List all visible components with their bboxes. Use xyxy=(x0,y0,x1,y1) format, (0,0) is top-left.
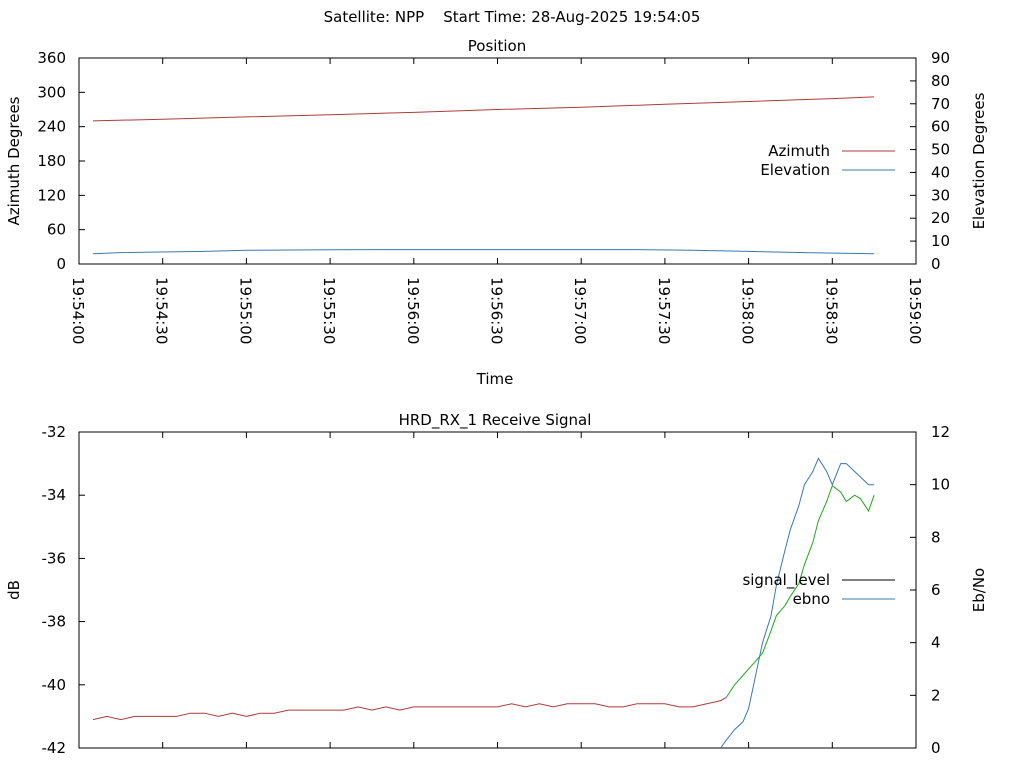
position-series xyxy=(92,96,875,255)
elevation-axis-tick-label: 80 xyxy=(931,72,950,90)
legend-label-ebno: ebno xyxy=(793,590,830,608)
elevation-axis-tick-label: 0 xyxy=(931,255,941,273)
position-legend: Azimuth Elevation xyxy=(760,142,895,179)
elevation-axis-tick-label: 30 xyxy=(931,186,950,204)
time-axis-tick-label: 19:58:30 xyxy=(822,277,840,344)
time-axis-tick-label: 19:54:00 xyxy=(69,277,87,344)
elevation-axis-tick-label: 10 xyxy=(931,232,950,250)
elevation-axis-tick-label: 20 xyxy=(931,209,950,227)
receive-signal-chart-title: HRD_RX_1 Receive Signal xyxy=(399,411,592,430)
receive-signal-y2-axis-label: Eb/No xyxy=(970,568,988,612)
ebno-axis-tick-label: 6 xyxy=(931,581,941,599)
receive-signal-series xyxy=(92,457,875,749)
position-time-axis: 19:54:00 19:54:30 19:55:00 19:55:30 19:56:00… xyxy=(69,58,924,344)
time-axis-tick-label: 19:58:00 xyxy=(739,277,757,344)
elevation-axis-tick-label: 60 xyxy=(931,118,950,136)
position-y-axis-label: Azimuth Degrees xyxy=(5,96,23,225)
azimuth-axis-tick-label: 60 xyxy=(47,221,66,239)
time-axis-tick-label: 19:59:00 xyxy=(906,277,924,344)
position-azimuth-axis: 0 60 120 180 240 300 360 xyxy=(37,49,85,273)
elevation-axis-tick-label: 40 xyxy=(931,163,950,181)
azimuth-axis-tick-label: 300 xyxy=(37,83,66,101)
ebno-axis-tick-label: 0 xyxy=(931,739,941,757)
legend-label-signal-level: signal_level xyxy=(742,571,830,590)
position-elevation-axis: 0 10 20 30 40 50 60 70 80 90 xyxy=(910,49,950,273)
receive-signal-legend: signal_level ebno xyxy=(742,571,895,608)
receive-signal-y-axis-label: dB xyxy=(5,580,23,600)
receive-signal-plot-frame xyxy=(78,431,917,749)
db-axis-tick-label: -38 xyxy=(42,613,67,631)
page-title: Satellite: NPP Start Time: 28-Aug-2025 1… xyxy=(324,8,701,26)
elevation-axis-tick-label: 50 xyxy=(931,141,950,159)
time-axis-tick-label: 19:57:00 xyxy=(571,277,589,344)
db-axis-tick-label: -40 xyxy=(42,676,67,694)
position-x-axis-label: Time xyxy=(476,370,514,388)
db-axis-tick-label: -32 xyxy=(42,423,67,441)
db-axis-tick-label: -34 xyxy=(42,486,67,504)
ebno-axis-tick-label: 2 xyxy=(931,686,941,704)
azimuth-axis-tick-label: 120 xyxy=(37,186,66,204)
receive-signal-chart: HRD_RX_1 Receive Signal -42-40-38-36-34-… xyxy=(5,411,988,757)
azimuth-axis-tick-label: 180 xyxy=(37,152,66,170)
db-axis-tick-label: -36 xyxy=(42,549,67,567)
series-line-elevation xyxy=(92,249,875,255)
legend-label-azimuth: Azimuth xyxy=(768,142,830,160)
time-axis-tick-label: 19:55:30 xyxy=(320,277,338,344)
ebno-axis-tick-label: 8 xyxy=(931,528,941,546)
receive-signal-db-axis: -42 -40 -38 -36 -34 -32 xyxy=(42,423,85,757)
ebno-axis-tick-label: 4 xyxy=(931,634,941,652)
time-axis-tick-label: 19:56:30 xyxy=(488,277,506,344)
series-line-signal-level-rising xyxy=(725,484,875,698)
series-line-signal-level xyxy=(92,696,727,721)
ebno-axis-tick-label: 10 xyxy=(931,476,950,494)
elevation-axis-tick-label: 70 xyxy=(931,95,950,113)
azimuth-axis-tick-label: 360 xyxy=(37,49,66,67)
legend-label-elevation: Elevation xyxy=(760,161,830,179)
position-y2-axis-label: Elevation Degrees xyxy=(970,92,988,229)
position-chart-title: Position xyxy=(468,37,526,55)
azimuth-axis-tick-label: 0 xyxy=(56,255,66,273)
receive-signal-time-ticks xyxy=(78,432,917,748)
position-chart: Position 0 60 120 180 240 300 360 0 10 20 30 40 50 6… xyxy=(5,37,988,388)
elevation-axis-tick-label: 90 xyxy=(931,49,950,67)
azimuth-axis-tick-label: 240 xyxy=(37,118,66,136)
time-axis-tick-label: 19:57:30 xyxy=(655,277,673,344)
time-axis-tick-label: 19:56:00 xyxy=(404,277,422,344)
ebno-axis-tick-label: 12 xyxy=(931,423,950,441)
time-axis-tick-label: 19:54:30 xyxy=(153,277,171,344)
db-axis-tick-label: -42 xyxy=(42,739,67,757)
series-line-azimuth xyxy=(92,96,875,122)
receive-signal-ebno-axis: 0 2 4 6 8 10 12 xyxy=(910,423,950,757)
series-line-ebno xyxy=(720,457,875,749)
time-axis-tick-label: 19:55:00 xyxy=(236,277,254,344)
